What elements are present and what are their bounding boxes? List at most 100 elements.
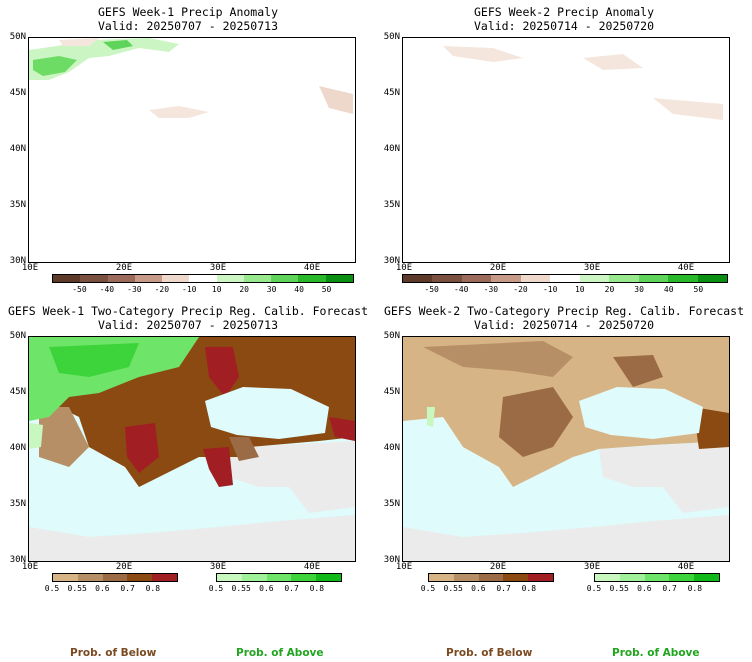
colorbar-swatch xyxy=(77,574,103,581)
prob-below-label: Prob. of Below xyxy=(446,647,533,659)
colorbar-tick-label: 0.5 xyxy=(586,584,602,593)
colorbar-swatch xyxy=(478,574,504,581)
colorbar-swatch xyxy=(102,574,128,581)
colorbar-swatch xyxy=(271,275,299,282)
colorbar-tick-label: -20 xyxy=(513,285,528,294)
latitude-label: 35N xyxy=(383,499,400,509)
colorbar-swatch xyxy=(528,574,553,581)
colorbar-swatch xyxy=(152,574,177,581)
colorbar-swatch xyxy=(266,574,292,581)
colorbar-swatch xyxy=(189,275,217,282)
colorbar-tick-label: -30 xyxy=(483,285,499,294)
colorbar-tick-label: 0.55 xyxy=(443,584,463,593)
colorbar-swatch xyxy=(134,275,163,282)
above-prob-area xyxy=(427,407,435,427)
above-colorbar xyxy=(216,573,342,582)
colorbar-tick-label: 0.6 xyxy=(259,584,274,593)
longitude-label: 40E xyxy=(677,263,695,273)
map-week1-probability xyxy=(28,336,356,562)
below-prob-area xyxy=(613,355,663,387)
colorbar-tick-label: 0.55 xyxy=(231,584,251,593)
colorbar-swatch xyxy=(550,275,580,282)
below-prob-peak xyxy=(203,447,233,487)
dry-anomaly xyxy=(443,46,523,62)
colorbar-swatch xyxy=(491,275,521,282)
colorbar-swatch xyxy=(694,574,719,581)
below-prob-peak xyxy=(125,423,159,473)
longitude-label: 10E xyxy=(395,562,413,572)
panel-valid-dates: Valid: 20250707 - 20250713 xyxy=(97,318,278,332)
panel-title: GEFS Week-1 Precip Anomaly xyxy=(97,5,278,19)
colorbar-tick-label: 10 xyxy=(211,285,222,294)
dry-anomaly xyxy=(583,54,643,70)
longitude-label: 30E xyxy=(583,562,601,572)
dry-anomaly xyxy=(149,106,209,118)
longitude-label: 40E xyxy=(303,562,321,572)
prob-above-label: Prob. of Above xyxy=(612,647,700,659)
colorbar-swatch xyxy=(403,275,433,282)
longitude-label: 20E xyxy=(489,562,507,572)
dry-anomaly xyxy=(59,38,99,46)
colorbar-tick-label: 30 xyxy=(266,285,277,294)
colorbar-tick-label: -20 xyxy=(154,285,170,294)
colorbar-tick-label: 0.8 xyxy=(687,584,703,593)
latitude-label: 50N xyxy=(383,32,400,42)
colorbar-tick-label: -10 xyxy=(542,285,558,294)
colorbar-tick-label: 0.8 xyxy=(145,584,161,593)
colorbar-tick-label: -10 xyxy=(182,285,197,294)
latitude-label: 50N xyxy=(383,331,400,341)
prob-above-label: Prob. of Above xyxy=(236,647,324,659)
colorbar-swatch xyxy=(316,574,341,581)
latitude-label: 45N xyxy=(9,88,26,98)
green-anomaly-strong xyxy=(33,56,77,76)
colorbar-swatch xyxy=(579,275,610,282)
dry-anomaly xyxy=(653,98,723,120)
below-prob-area xyxy=(229,437,259,461)
latitude-label: 40N xyxy=(9,443,26,453)
colorbar-tick-label: 20 xyxy=(239,285,249,294)
colorbar-tick-label: -40 xyxy=(454,285,469,294)
longitude-label: 40E xyxy=(677,562,695,572)
colorbar-swatch xyxy=(162,275,190,282)
latitude-label: 35N xyxy=(383,200,400,210)
colorbar-swatch xyxy=(298,275,326,282)
colorbar-tick-label: 0.7 xyxy=(120,584,135,593)
colorbar-swatch xyxy=(241,574,267,581)
colorbar-tick-label: 0.55 xyxy=(609,584,629,593)
colorbar-tick-label: -30 xyxy=(127,285,142,294)
colorbar-tick-label: 0.6 xyxy=(471,584,486,593)
colorbar-tick-label: 50 xyxy=(693,285,704,294)
dry-anomaly xyxy=(319,86,353,114)
colorbar-swatch xyxy=(217,574,242,581)
below-prob-area xyxy=(39,407,89,467)
colorbar-swatch xyxy=(520,275,551,282)
colorbar-tick-label: 20 xyxy=(604,285,615,294)
latitude-label: 30N xyxy=(383,256,400,266)
colorbar-tick-label: 30 xyxy=(634,285,644,294)
colorbar-swatch xyxy=(291,574,317,581)
above-colorbar xyxy=(594,573,720,582)
map-week2-anomaly xyxy=(402,37,730,263)
longitude-label: 10E xyxy=(21,562,39,572)
colorbar-swatch xyxy=(595,574,620,581)
latitude-label: 50N xyxy=(9,32,26,42)
longitude-label: 30E xyxy=(209,562,227,572)
map-week2-probability xyxy=(402,336,730,562)
latitude-label: 30N xyxy=(383,555,400,565)
longitude-label: 10E xyxy=(21,263,39,273)
below-colorbar xyxy=(52,573,178,582)
black-sea xyxy=(579,387,703,439)
colorbar-tick-label: -50 xyxy=(72,285,87,294)
colorbar-tick-label: 0.55 xyxy=(67,584,87,593)
latitude-label: 45N xyxy=(383,387,400,397)
latitude-label: 50N xyxy=(9,331,26,341)
above-prob-area xyxy=(29,423,43,449)
longitude-label: 20E xyxy=(115,263,133,273)
map-week1-anomaly xyxy=(28,37,356,263)
no-forecast-area xyxy=(403,515,729,561)
panel-title: GEFS Week-1 Two-Category Precip Reg. Cal… xyxy=(7,304,369,318)
colorbar-tick-label: 40 xyxy=(294,285,304,294)
panel-title: GEFS Week-2 Precip Anomaly xyxy=(473,5,654,19)
colorbar-tick-label: 0.8 xyxy=(521,584,537,593)
colorbar-swatch xyxy=(669,574,695,581)
